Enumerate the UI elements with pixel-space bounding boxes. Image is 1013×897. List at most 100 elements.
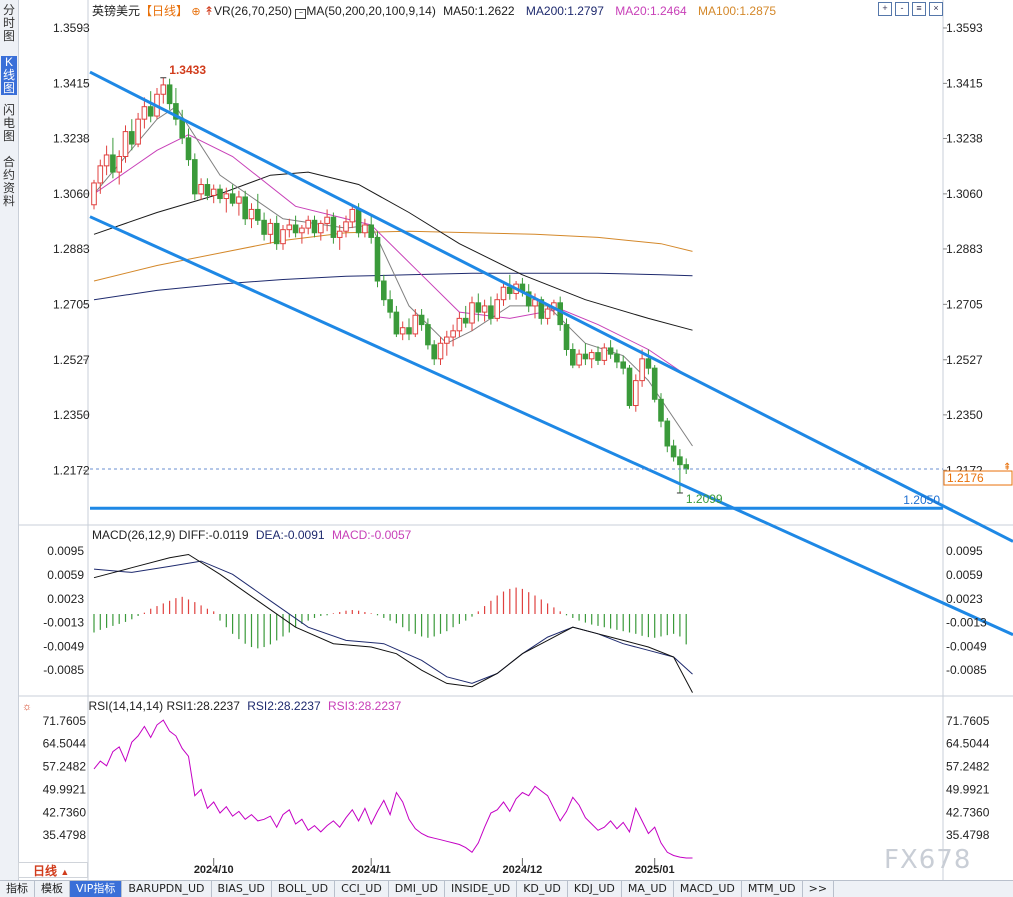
indicator-tab[interactable]: BIAS_UD	[212, 881, 272, 897]
candle-body	[393, 311, 400, 335]
rsi-tick-left: 71.7605	[43, 714, 87, 728]
ma100-line	[93, 230, 693, 282]
indicator-tab[interactable]: MA_UD	[622, 881, 674, 897]
rsi-line	[93, 719, 693, 859]
candle-body	[286, 224, 293, 231]
candle-body	[481, 305, 488, 313]
dea-line	[93, 560, 693, 684]
rsi-tick-left: 35.4798	[43, 828, 87, 842]
candle-body	[683, 464, 690, 470]
candle-body	[374, 236, 381, 282]
candle-body	[267, 222, 274, 235]
candle-body	[129, 131, 135, 145]
candle-body	[330, 216, 337, 238]
zoom-out-icon[interactable]: -	[895, 2, 909, 16]
indicator-tab[interactable]: MTM_UD	[742, 881, 803, 897]
indicator-tab[interactable]: CCI_UD	[335, 881, 389, 897]
candle-body	[525, 291, 532, 307]
candle-body	[273, 222, 280, 245]
indicator-tab[interactable]: 模板	[35, 881, 70, 897]
ma200-value: MA200:1.2797	[525, 4, 604, 18]
macd-tick-right: -0.0013	[946, 616, 987, 630]
candle-body	[122, 131, 129, 158]
dea-value: DEA:-0.0091	[255, 528, 325, 542]
watermark-logo: FX678	[884, 845, 972, 875]
low-label: 1.2099	[686, 492, 723, 506]
candle-body	[166, 84, 173, 105]
candle-body	[204, 184, 211, 196]
chart-toolbar: + - ≡ ×	[878, 2, 943, 16]
indicator-tab[interactable]: BARUPDN_UD	[122, 881, 212, 897]
macd-tick-right: -0.0049	[946, 639, 987, 653]
indicator-tab[interactable]: VIP指标	[70, 881, 123, 897]
candle-body	[614, 353, 620, 363]
candle-body	[223, 193, 230, 200]
macd-tick-right: 0.0059	[946, 568, 983, 582]
candle-body	[544, 308, 551, 319]
ma200-line	[93, 272, 693, 301]
candle-body	[645, 358, 652, 369]
price-tick-left: 1.2527	[53, 353, 90, 367]
price-tick-left: 1.3238	[53, 131, 90, 145]
price-tick-right: 1.2883	[946, 242, 983, 256]
candle-body	[261, 219, 267, 235]
settings-icon[interactable]: ≡	[912, 2, 926, 16]
candle-body	[570, 348, 576, 366]
indicator-tab[interactable]: KD_UD	[517, 881, 568, 897]
macd-tick-left: -0.0085	[43, 663, 84, 677]
channel-lower-line	[89, 215, 1013, 637]
close-icon[interactable]: ×	[929, 2, 943, 16]
indicator-tab[interactable]: MACD_UD	[674, 881, 742, 897]
candle-body	[248, 208, 255, 220]
rsi-tick-right: 35.4798	[946, 828, 990, 842]
rsi-tick-right: 57.2482	[946, 760, 990, 774]
price-tick-left: 1.3415	[53, 76, 90, 90]
candle-body	[110, 154, 116, 173]
macd-header: MACD(26,12,9) DIFF:-0.0119 DEA:-0.0091 M…	[92, 528, 411, 542]
candle-body	[607, 347, 614, 355]
candle-body	[488, 305, 494, 319]
rsi-tick-left: 64.5044	[43, 737, 87, 751]
last-price-label: 1.2176	[947, 471, 984, 485]
rsi-tick-right: 42.7360	[946, 805, 990, 819]
gear-icon[interactable]: ☼	[22, 701, 33, 713]
indicator-tab[interactable]: KDJ_UD	[568, 881, 622, 897]
high-label: 1.3433	[169, 63, 206, 77]
period-button[interactable]: 日线 ▲	[18, 862, 88, 878]
price-tick-right: 1.3593	[946, 21, 983, 35]
candle-body	[601, 347, 608, 361]
chevron-down-icon: ▲	[60, 867, 70, 877]
candle-body	[368, 224, 374, 238]
indicator-tab[interactable]: INSIDE_UD	[445, 881, 518, 897]
indicator-tab[interactable]: >>	[803, 881, 835, 897]
candle-body	[437, 342, 444, 360]
candle-body	[97, 165, 104, 184]
candle-body	[91, 182, 97, 206]
period-button-label: 日线	[33, 864, 58, 878]
support-label: 1.2050	[903, 493, 940, 507]
indicator-tab[interactable]: DMI_UD	[389, 881, 446, 897]
indicator-tab[interactable]: BOLL_UD	[272, 881, 336, 897]
rsi-tick-left: 49.9921	[43, 782, 87, 796]
price-tick-left: 1.2705	[53, 297, 90, 311]
rsi-label: RSI(14,14,14)	[88, 699, 164, 713]
ma50-value: MA50:1.2622	[443, 4, 515, 18]
candle-body	[576, 353, 582, 366]
candle-body	[311, 219, 318, 234]
candle-body	[349, 208, 356, 223]
candle-body	[588, 352, 595, 360]
settings-icon[interactable]: ⊕	[191, 6, 201, 18]
candle-body	[135, 118, 141, 145]
candle-body	[563, 324, 570, 350]
vr-label: VR(26,70,250)	[214, 4, 293, 18]
indicator-tab[interactable]: 指标	[0, 881, 35, 897]
tab-kline[interactable]: K线图	[1, 55, 17, 95]
zoom-in-icon[interactable]: +	[878, 2, 892, 16]
tab-timeshare[interactable]: 分时图	[2, 3, 15, 43]
candle-body	[217, 188, 223, 200]
tab-lightning[interactable]: 闪电图	[2, 103, 15, 143]
tab-contract-info[interactable]: 合约资料	[2, 155, 15, 208]
rsi3-value: RSI3:28.2237	[327, 699, 402, 713]
candle-body	[620, 361, 627, 369]
